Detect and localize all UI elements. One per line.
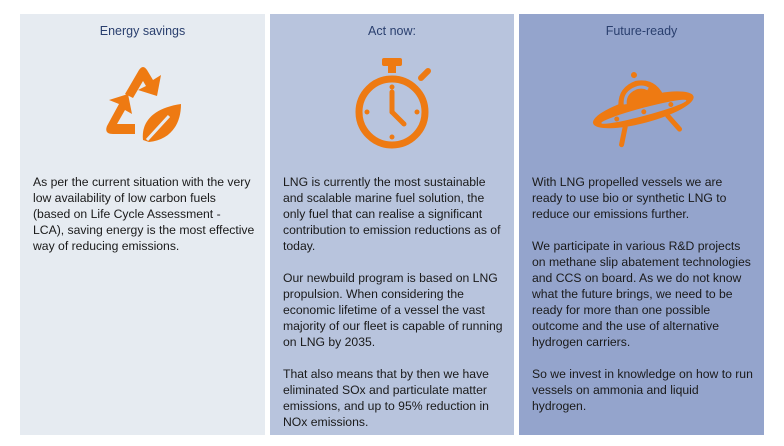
paragraph: Our newbuild program is based on LNG pro… bbox=[283, 271, 503, 349]
stopwatch-icon bbox=[347, 54, 437, 159]
panel-body: LNG is currently the most sustainable an… bbox=[283, 174, 504, 446]
paragraph: As per the current situation with the ve… bbox=[33, 175, 255, 253]
paragraph: So we invest in knowledge on how to run … bbox=[532, 367, 753, 413]
paragraph: With LNG propelled vessels we are ready … bbox=[532, 175, 727, 221]
recycle-leaf-icon bbox=[95, 56, 191, 157]
paragraph: That also means that by then we have eli… bbox=[283, 367, 489, 429]
panel-body: With LNG propelled vessels we are ready … bbox=[532, 174, 754, 430]
panel-title: Act now: bbox=[368, 24, 416, 38]
panel-title: Future-ready bbox=[605, 24, 678, 38]
paragraph: LNG is currently the most sustainable an… bbox=[283, 175, 501, 253]
panel-title: Energy savings bbox=[99, 24, 186, 38]
panel-energy-savings: Energy savings As per the current situat… bbox=[20, 14, 265, 435]
panel-future-ready: Future-ready With LNG propelled vessels … bbox=[519, 14, 764, 435]
paragraph: We participate in various R&D projects o… bbox=[532, 239, 751, 349]
panel-body: As per the current situation with the ve… bbox=[33, 174, 255, 270]
ufo-icon bbox=[582, 60, 702, 155]
panel-act-now: Act now: LNG is currently the most susta… bbox=[270, 14, 514, 435]
